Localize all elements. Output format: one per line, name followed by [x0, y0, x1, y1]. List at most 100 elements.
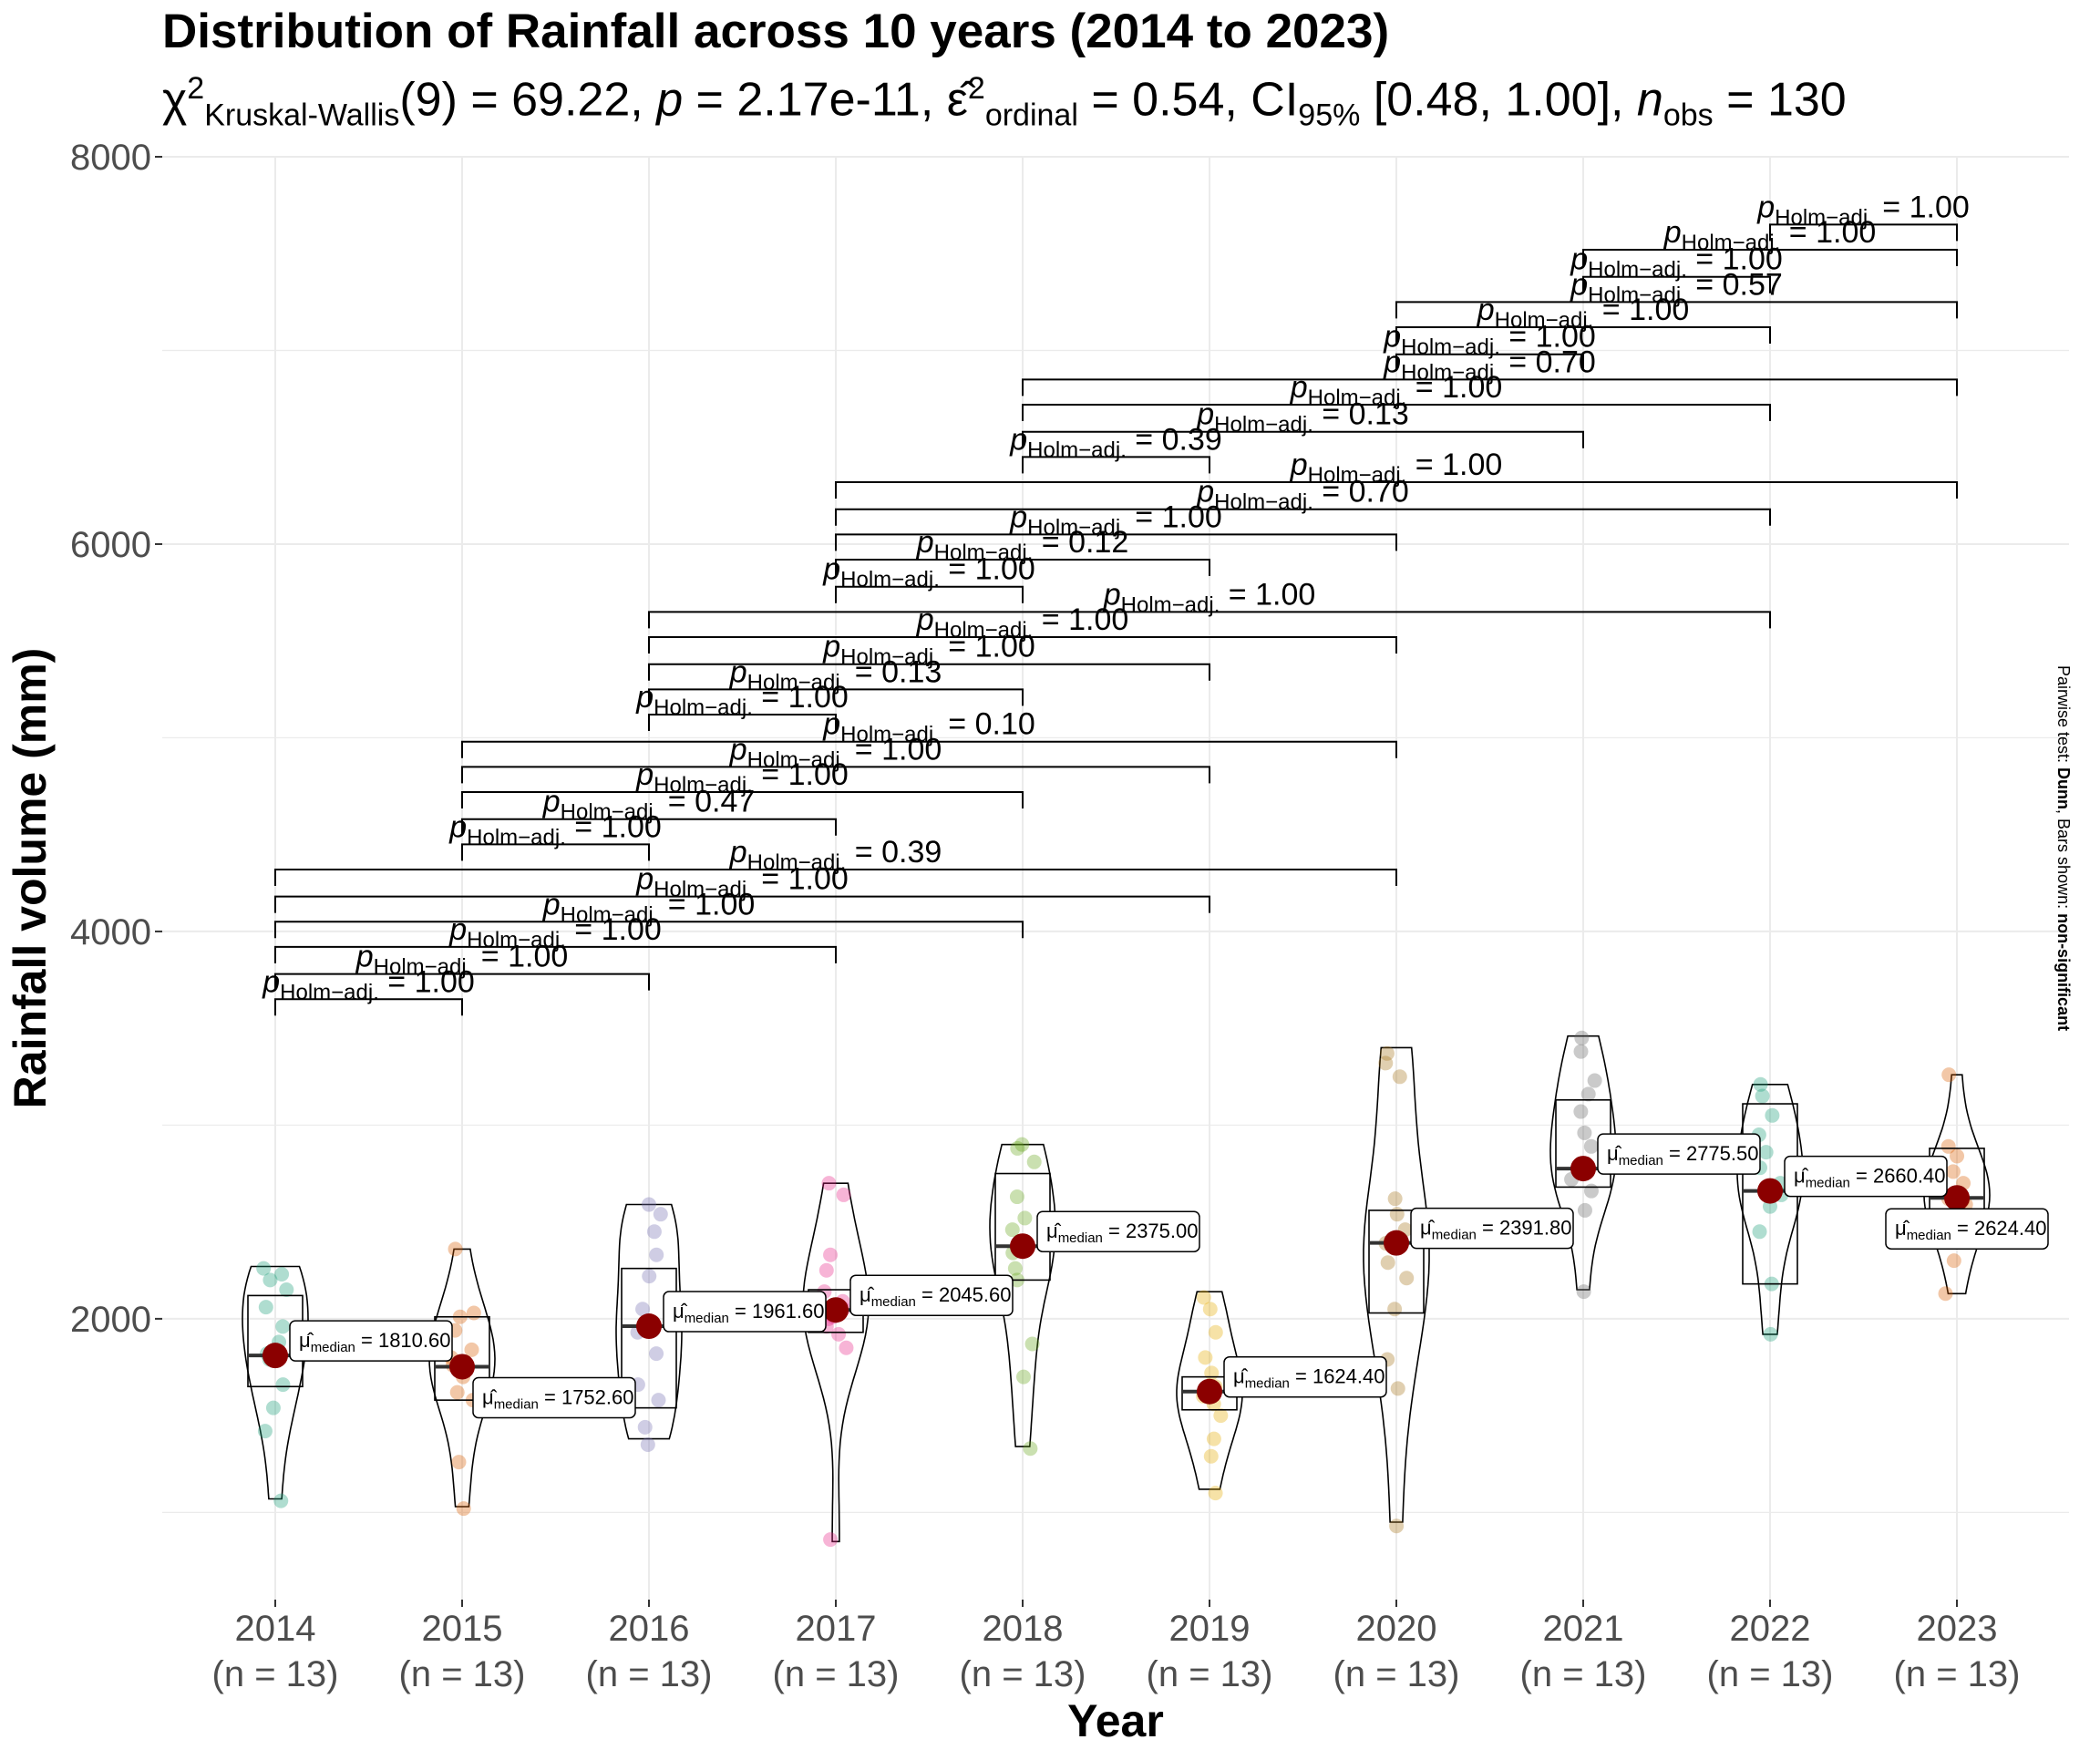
- data-point: [464, 1342, 479, 1357]
- data-point: [449, 1385, 465, 1400]
- pairwise-bracket: [1769, 223, 1958, 242]
- data-point: [839, 1340, 854, 1355]
- data-point: [653, 1207, 668, 1222]
- pairwise-p-label: pHolm−adj. = 1.00: [448, 912, 662, 952]
- x-tick-label: 2014: [235, 1609, 316, 1649]
- data-point: [456, 1501, 471, 1517]
- pairwise-bracket: [835, 533, 1397, 551]
- subtitle-n-obs: 130: [1766, 73, 1847, 127]
- pairwise-p-label: pHolm−adj. = 0.13: [1196, 397, 1409, 438]
- median-label-box: [1036, 1210, 1200, 1252]
- x-tick-label: 2017: [796, 1609, 877, 1649]
- pairwise-bracket: [648, 713, 837, 731]
- subtitle-ci-level: 95%: [1298, 98, 1361, 133]
- pairwise-p-label: pHolm−adj. = 1.00: [1009, 499, 1222, 540]
- data-point: [1940, 1138, 1956, 1154]
- subtitle-p-symbol: p: [656, 73, 684, 127]
- x-tick-n-label: (n = 13): [586, 1654, 713, 1694]
- x-tick-n-label: (n = 13): [1333, 1654, 1460, 1694]
- median-label: μ̂median = 2624.40: [1895, 1217, 2047, 1243]
- data-point: [1203, 1448, 1219, 1464]
- data-point: [265, 1400, 281, 1415]
- subtitle-sup-2b: 2: [967, 71, 985, 106]
- median-label-box: [1597, 1133, 1761, 1175]
- x-tick-n-label: (n = 13): [1147, 1654, 1273, 1694]
- median-point: [1384, 1230, 1409, 1256]
- subtitle-sup-2: 2: [187, 71, 205, 106]
- median-point: [1757, 1178, 1783, 1204]
- data-point: [1583, 1138, 1599, 1154]
- median-label: μ̂median = 1961.60: [673, 1300, 825, 1326]
- x-tick-n-label: (n = 13): [1894, 1654, 2021, 1694]
- pairwise-bracket: [835, 585, 1024, 603]
- subtitle-sep3: , CI: [1224, 73, 1299, 127]
- median-label-box: [1885, 1208, 2049, 1250]
- pairwise-p-label: pHolm−adj. = 1.00: [542, 887, 756, 927]
- y-axis-title: Rainfall volume (mm): [5, 648, 56, 1109]
- x-tick-n-label: (n = 13): [212, 1654, 339, 1694]
- pairwise-bracket: [1582, 275, 1771, 293]
- x-tick-label: 2021: [1543, 1609, 1624, 1649]
- data-point: [1024, 1336, 1040, 1352]
- subtitle-obs-sub: obs: [1662, 98, 1714, 133]
- chart-subtitle: χ2Kruskal-Wallis(9) = 69.22, p = 2.17e-1…: [162, 71, 1847, 134]
- x-tick-n-label: (n = 13): [773, 1654, 900, 1694]
- violin-shape: [802, 1182, 870, 1543]
- data-point: [831, 1326, 847, 1342]
- pairwise-bracket: [1022, 378, 1958, 396]
- data-point: [1945, 1164, 1961, 1179]
- subtitle-paren-open: (: [399, 73, 416, 127]
- pairwise-bracket: [1395, 325, 1771, 344]
- pairwise-bracket: [648, 663, 1210, 681]
- subtitle-stat-name: Kruskal-Wallis: [204, 98, 400, 133]
- subtitle-sep4: ,: [1611, 73, 1637, 127]
- x-tick-label: 2015: [422, 1609, 503, 1649]
- violin-shape: [242, 1265, 309, 1500]
- median-label-layer: μ̂median = 1810.60 μ̂median = 1752.60 μ̂me…: [289, 1133, 2049, 1419]
- data-point: [649, 1346, 664, 1362]
- data-point: [1392, 1069, 1407, 1085]
- pairwise-bracket: [461, 766, 1210, 784]
- data-point: [1010, 1140, 1025, 1156]
- data-point: [1765, 1107, 1780, 1123]
- data-point: [1387, 1302, 1403, 1317]
- data-point: [1587, 1073, 1602, 1088]
- pairwise-p-label: pHolm−adj. = 1.00: [1383, 320, 1596, 360]
- x-tick-label: 2022: [1730, 1609, 1811, 1649]
- data-point: [635, 1302, 651, 1317]
- median-label-box: [1223, 1355, 1387, 1398]
- caption-test: Dunn: [2054, 767, 2073, 810]
- median-label: μ̂median = 2660.40: [1794, 1165, 1946, 1191]
- pairwise-p-label: pHolm−adj. = 1.00: [355, 940, 569, 980]
- data-point: [821, 1176, 837, 1191]
- pairwise-bracket: [461, 790, 1024, 808]
- pairwise-bracket: [1395, 353, 1584, 371]
- data-point: [1380, 1255, 1395, 1271]
- violin-shape: [428, 1248, 496, 1508]
- data-point: [1389, 1207, 1405, 1222]
- median-point: [1197, 1378, 1222, 1405]
- subtitle-sep2: ,: [920, 73, 947, 127]
- pairwise-bracket: [1582, 248, 1958, 266]
- data-point: [1938, 1286, 1953, 1302]
- x-tick-n-label: (n = 13): [1520, 1654, 1647, 1694]
- pairwise-bracket: [274, 973, 650, 991]
- data-point: [1755, 1088, 1770, 1104]
- data-point: [818, 1262, 834, 1278]
- data-point: [1009, 1189, 1024, 1205]
- x-tick-label: 2019: [1169, 1609, 1251, 1649]
- data-point: [1015, 1369, 1031, 1385]
- median-point: [1570, 1156, 1596, 1182]
- data-point: [448, 1241, 463, 1257]
- pairwise-bracket: [648, 635, 1397, 654]
- data-point: [1204, 1365, 1220, 1381]
- data-point: [1946, 1253, 1961, 1269]
- data-point: [641, 1197, 656, 1212]
- pairwise-p-label: pHolm−adj. = 1.00: [262, 964, 475, 1004]
- x-tick-n-label: (n = 13): [399, 1654, 526, 1694]
- pairwise-p-label: pHolm−adj. = 0.10: [822, 707, 1035, 747]
- y-tick-label: 8000: [70, 138, 151, 178]
- x-tick-label: 2023: [1917, 1609, 1998, 1649]
